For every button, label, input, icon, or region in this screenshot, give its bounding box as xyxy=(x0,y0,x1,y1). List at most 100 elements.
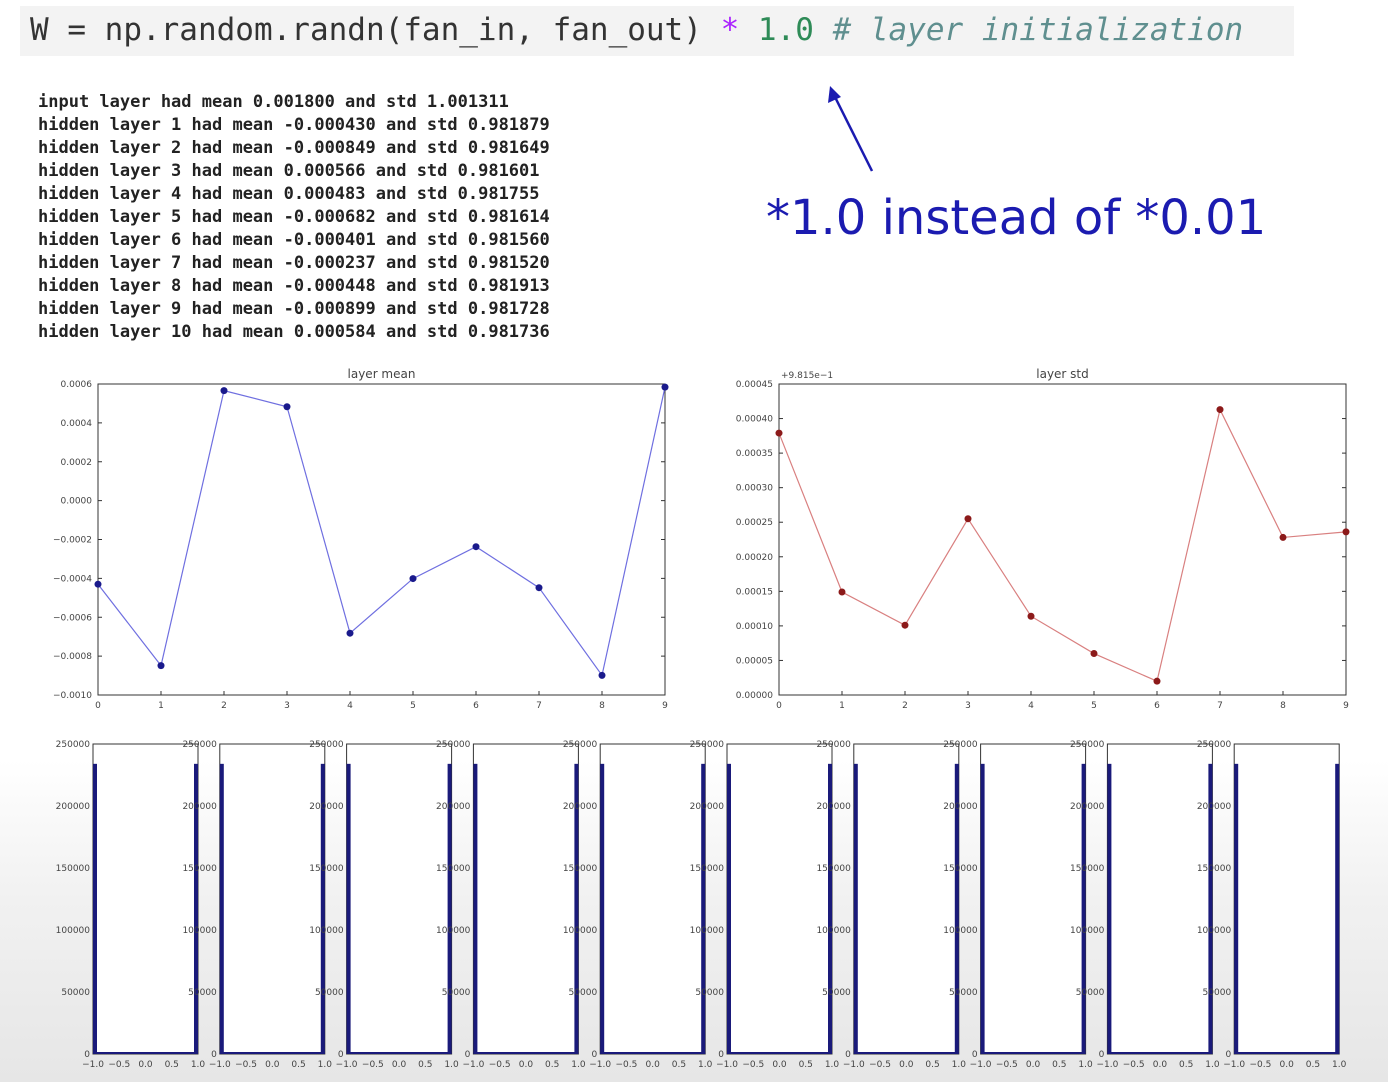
mean-ytick-label: 0.0004 xyxy=(61,419,93,429)
histogram-xtick-label: 1.0 xyxy=(571,1060,586,1070)
std-offset-label: +9.815e−1 xyxy=(781,371,833,381)
histogram-ytick-label: 200000 xyxy=(563,802,598,812)
histogram-xtick-label: −1.0 xyxy=(336,1060,358,1070)
std-data-point xyxy=(1027,612,1035,620)
histogram-ytick-label: 0 xyxy=(972,1050,978,1060)
std-xtick-label: 5 xyxy=(1091,701,1097,711)
std-data-point xyxy=(1153,677,1161,685)
histogram-ytick-label: 200000 xyxy=(816,802,851,812)
histogram-ytick-label: 0 xyxy=(84,1050,90,1060)
histogram-xtick-label: 0.5 xyxy=(925,1060,939,1070)
std-ytick-label: 0.00000 xyxy=(736,691,773,701)
code-prefix: W = np.random.randn(fan_in, fan_out) xyxy=(30,12,721,48)
histogram-xtick-label: 0.5 xyxy=(799,1060,813,1070)
histogram-bar xyxy=(853,763,858,1054)
mean-ytick-label: 0.0006 xyxy=(61,380,93,390)
histogram-xtick-label: −0.5 xyxy=(235,1060,257,1070)
histogram-frame xyxy=(346,743,453,1055)
code-operator: * xyxy=(720,12,740,48)
log-line: hidden layer 8 had mean -0.000448 and st… xyxy=(38,276,550,296)
std-ytick-label: 0.00030 xyxy=(736,484,773,494)
histogram-bar xyxy=(980,763,985,1054)
histogram-xtick-label: −0.5 xyxy=(742,1060,764,1070)
histogram-xtick-label: −1.0 xyxy=(82,1060,104,1070)
histogram-frame xyxy=(726,743,833,1055)
mean-xtick-label: 5 xyxy=(410,701,416,711)
std-xtick-label: 2 xyxy=(902,701,908,711)
histogram-ytick-label: 250000 xyxy=(182,740,217,750)
log-line: hidden layer 10 had mean 0.000584 and st… xyxy=(38,322,550,342)
histogram-bar xyxy=(473,763,478,1054)
code-line: W = np.random.randn(fan_in, fan_out) * 1… xyxy=(20,6,1294,56)
histogram-ytick-label: 50000 xyxy=(569,988,598,998)
histogram-ytick-label: 200000 xyxy=(1070,802,1105,812)
annotation-text: *1.0 instead of *0.01 xyxy=(766,190,1267,246)
code-comment: # layer initialization xyxy=(832,12,1244,48)
histogram-ytick-label: 200000 xyxy=(1197,802,1232,812)
histogram-xtick-label: −1.0 xyxy=(1096,1060,1118,1070)
histogram-xtick-label: −1.0 xyxy=(716,1060,738,1070)
std-ytick-label: 0.00010 xyxy=(736,622,773,632)
histogram-xtick-label: −0.5 xyxy=(869,1060,891,1070)
histogram-ytick-label: 250000 xyxy=(943,740,978,750)
histogram-xtick-label: −0.5 xyxy=(362,1060,384,1070)
histogram-xtick-label: 1.0 xyxy=(191,1060,206,1070)
histogram-xtick-label: −1.0 xyxy=(843,1060,865,1070)
histogram-ytick-label: 150000 xyxy=(943,864,978,874)
histogram-ytick-label: 100000 xyxy=(436,926,471,936)
log-line: hidden layer 4 had mean 0.000483 and std… xyxy=(38,184,540,204)
histogram-ytick-label: 0 xyxy=(845,1050,851,1060)
log-line: hidden layer 7 had mean -0.000237 and st… xyxy=(38,253,550,273)
histogram-ytick-label: 50000 xyxy=(188,988,217,998)
histogram-xtick-label: 0.0 xyxy=(265,1060,280,1070)
std-data-point xyxy=(838,588,846,596)
histogram-xtick-label: 0.5 xyxy=(1179,1060,1193,1070)
histogram-ytick-label: 0 xyxy=(591,1050,597,1060)
histogram-xtick-label: 1.0 xyxy=(952,1060,967,1070)
histogram-xtick-label: 0.0 xyxy=(646,1060,661,1070)
histogram-xtick-label: −1.0 xyxy=(209,1060,231,1070)
histogram-xtick-label: 1.0 xyxy=(318,1060,333,1070)
histogram-xtick-label: −0.5 xyxy=(489,1060,511,1070)
histogram-xtick-label: −0.5 xyxy=(1250,1060,1272,1070)
log-line: hidden layer 1 had mean -0.000430 and st… xyxy=(38,115,550,135)
histogram-ytick-label: 50000 xyxy=(1076,988,1105,998)
mean-ytick-label: 0.0000 xyxy=(61,497,93,507)
histogram-ytick-label: 100000 xyxy=(56,926,91,936)
mean-data-point xyxy=(283,403,291,411)
mean-data-point xyxy=(220,387,228,395)
histogram-bar xyxy=(93,763,97,1054)
histogram-ytick-label: 150000 xyxy=(816,864,851,874)
histogram-ytick-label: 0 xyxy=(1225,1050,1231,1060)
log-line: input layer had mean 0.001800 and std 1.… xyxy=(38,92,509,112)
histogram-xtick-label: 0.5 xyxy=(1052,1060,1066,1070)
histogram-ytick-label: 150000 xyxy=(1197,864,1232,874)
std-xtick-label: 8 xyxy=(1280,701,1286,711)
histogram-bar xyxy=(1234,763,1239,1054)
histogram-ytick-label: 250000 xyxy=(563,740,598,750)
histogram-ytick-label: 200000 xyxy=(182,802,217,812)
log-line: hidden layer 3 had mean 0.000566 and std… xyxy=(38,161,540,181)
std-xtick-label: 7 xyxy=(1217,701,1223,711)
histogram-ytick-label: 150000 xyxy=(436,864,471,874)
mean-ytick-label: −0.0006 xyxy=(53,613,92,623)
std-xtick-label: 6 xyxy=(1154,701,1160,711)
histogram-ytick-label: 250000 xyxy=(816,740,851,750)
histogram-xtick-label: −1.0 xyxy=(589,1060,611,1070)
histogram-bar xyxy=(1335,763,1340,1054)
mean-data-point xyxy=(472,543,480,551)
histogram-xtick-label: 1.0 xyxy=(698,1060,713,1070)
std-data-point xyxy=(775,429,783,437)
mean-xtick-label: 9 xyxy=(662,701,668,711)
std-ytick-label: 0.00045 xyxy=(736,380,773,390)
histogram-xtick-label: 0.0 xyxy=(1280,1060,1295,1070)
std-ytick-label: 0.00040 xyxy=(736,415,773,425)
histogram-bar xyxy=(346,763,351,1054)
histogram-xtick-label: −0.5 xyxy=(108,1060,130,1070)
histogram-frame xyxy=(1106,743,1213,1055)
histogram-ytick-label: 150000 xyxy=(56,864,91,874)
histogram-bar xyxy=(1107,763,1112,1054)
histogram-bar xyxy=(194,763,198,1054)
